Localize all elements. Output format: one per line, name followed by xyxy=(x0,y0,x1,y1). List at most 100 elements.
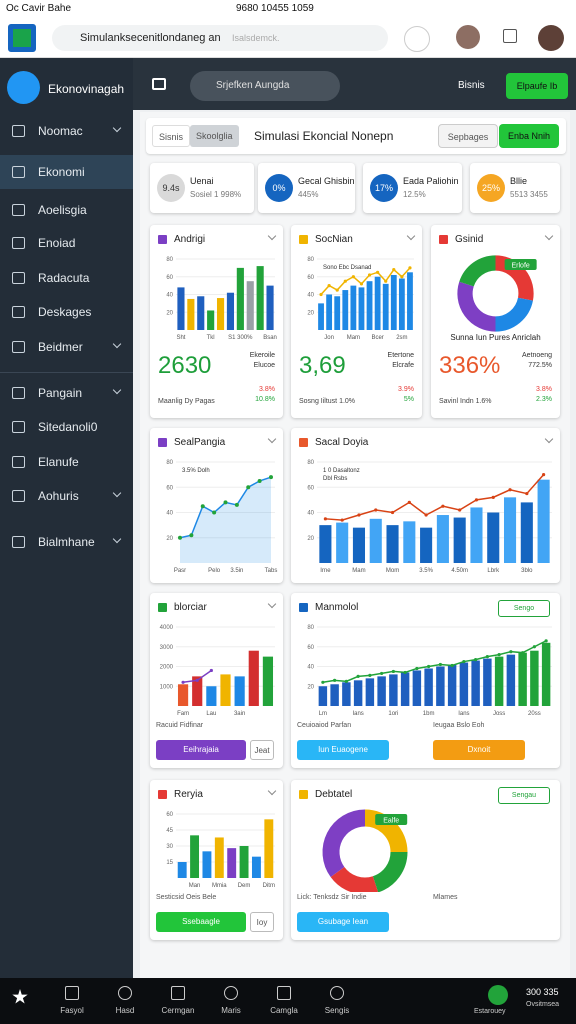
footer-button[interactable]: Iun Euaogene xyxy=(297,740,389,760)
bar xyxy=(483,658,492,706)
tab-button[interactable] xyxy=(404,26,430,52)
marker xyxy=(400,275,404,279)
bar xyxy=(202,851,212,878)
sidebar-item[interactable]: Radacuta xyxy=(0,261,133,295)
sidebar-label: Sitedanoli0 xyxy=(38,420,98,434)
chart: 20 40 60 80 Jon Mam Bcer 2sm Sono Ebc Dsanad xyxy=(307,257,414,341)
nav-icon[interactable] xyxy=(171,986,185,1000)
x-tick-label: 3.5% xyxy=(419,568,433,574)
header-tab[interactable]: Sisnis xyxy=(152,125,191,147)
sidebar-item[interactable]: Elanufe xyxy=(0,445,133,479)
nav-icon[interactable] xyxy=(277,986,291,1000)
x-tick-label: Ians xyxy=(352,711,363,717)
app-icon[interactable] xyxy=(8,24,36,52)
card-title: SocNian xyxy=(315,234,353,245)
x-tick-label: Lm xyxy=(319,711,327,717)
marker xyxy=(450,663,454,668)
card-icon xyxy=(299,438,308,447)
sidebar-item[interactable]: Bialmhane xyxy=(0,525,133,559)
bar xyxy=(177,862,187,878)
footer-button[interactable]: Ioy xyxy=(250,912,274,932)
sidebar-item[interactable]: Beidmer xyxy=(0,330,133,364)
side-text: Elcrafe xyxy=(392,362,414,369)
chevron xyxy=(406,231,416,241)
x-tick-label: Mam xyxy=(352,568,365,574)
chart: 1000 2000 3000 4000 Fam Lau 3ain xyxy=(160,625,275,717)
y-tick-label: 60 xyxy=(166,275,173,281)
search-field[interactable]: Srjefken Aungda xyxy=(190,71,340,101)
footer-note: Ceuioaiod Parfan xyxy=(297,722,352,729)
nav-icon[interactable] xyxy=(224,986,238,1000)
card-tag[interactable]: Sengau xyxy=(498,787,550,804)
kpi-label: Bllie xyxy=(510,176,528,186)
footer-button[interactable]: Ssebaagle xyxy=(156,912,246,932)
header-tab[interactable]: Skoolglia xyxy=(190,125,239,147)
marker xyxy=(532,645,536,649)
chevron xyxy=(112,339,122,349)
bar xyxy=(177,287,185,330)
y-tick-label: 80 xyxy=(166,257,173,263)
marker xyxy=(509,650,513,654)
sidebar-item[interactable]: Sitedanoli0 xyxy=(0,410,133,444)
kpi-sub: 445% xyxy=(298,190,319,199)
marker xyxy=(343,279,347,283)
legend-entry: 1 0 Dasaltonz xyxy=(323,468,360,474)
bar xyxy=(518,652,527,706)
user-name: Bisnis xyxy=(458,80,485,91)
avatar[interactable] xyxy=(456,25,480,49)
sidebar-item[interactable]: Ekonomi xyxy=(0,155,133,189)
side-text: Elucoe xyxy=(253,362,275,369)
sidebar-icon xyxy=(12,204,25,216)
nav-icon[interactable] xyxy=(118,986,132,1000)
sidebar-item[interactable]: Noomac xyxy=(0,114,133,148)
sidebar-item[interactable]: Aoelisgia xyxy=(0,193,133,227)
menu-button[interactable] xyxy=(503,29,517,43)
card-icon xyxy=(158,235,167,244)
y-tick-label: 45 xyxy=(166,828,173,834)
avatar[interactable] xyxy=(538,25,564,51)
url-field[interactable]: Simulanksecenitlondaneg an Isalsdemck. xyxy=(52,25,388,51)
header-button[interactable]: Sepbages xyxy=(438,124,498,148)
bar xyxy=(400,672,410,706)
legend-entry: Sono Ebc Dsanad xyxy=(323,265,371,271)
nav-icon[interactable] xyxy=(65,986,79,1000)
donut-segment xyxy=(495,297,533,332)
bar xyxy=(358,287,365,330)
footer-button[interactable]: Eeihrajaia xyxy=(156,740,246,760)
nav-icon[interactable] xyxy=(330,986,344,1000)
back-button[interactable] xyxy=(152,78,166,90)
chart-card: Andrigi 20 40 60 80 Sht Tkl S1 300% Bsan 2630 Maan… xyxy=(150,225,283,418)
x-tick-label: Tabs xyxy=(265,568,278,574)
marker xyxy=(407,500,411,504)
sidebar-label: Enoiad xyxy=(38,236,76,250)
sidebar-icon xyxy=(12,341,25,353)
footer-button[interactable]: Gsubage Iean xyxy=(297,912,389,932)
nav-avatar[interactable] xyxy=(488,985,508,1005)
sidebar-item[interactable]: Deskages xyxy=(0,295,133,329)
marker xyxy=(323,517,327,521)
footer-button[interactable]: Jeat xyxy=(250,740,274,760)
card-tag[interactable]: Sengo xyxy=(498,600,550,617)
status-bar xyxy=(0,0,576,18)
sidebar-item[interactable]: Pangain xyxy=(0,376,133,410)
top-button[interactable]: Elpaufe Ib xyxy=(506,73,568,99)
bar xyxy=(326,294,333,330)
chart: Erlofe Sunna Iun Pures Anriclah xyxy=(450,255,541,342)
donut-tag xyxy=(375,814,408,825)
kpi-sub: Sosiel 1 998% xyxy=(190,190,242,199)
x-tick-label: Irne xyxy=(320,568,331,574)
marker xyxy=(374,508,378,512)
chevron xyxy=(112,123,122,133)
sidebar-item[interactable]: Enoiad xyxy=(0,226,133,260)
marker xyxy=(321,680,325,684)
brand-icon[interactable] xyxy=(7,71,40,104)
bar xyxy=(382,283,389,330)
header-button[interactable]: Enba Nnih xyxy=(499,124,559,148)
donut-segment xyxy=(457,281,497,332)
bar xyxy=(398,278,405,330)
footer-button[interactable]: Dxnoit xyxy=(433,740,525,760)
sidebar-item[interactable]: Aohuris xyxy=(0,479,133,513)
kpi-sub: 5513 3455 xyxy=(510,190,548,199)
side-text: Etertone xyxy=(387,352,414,359)
bar xyxy=(403,521,416,563)
